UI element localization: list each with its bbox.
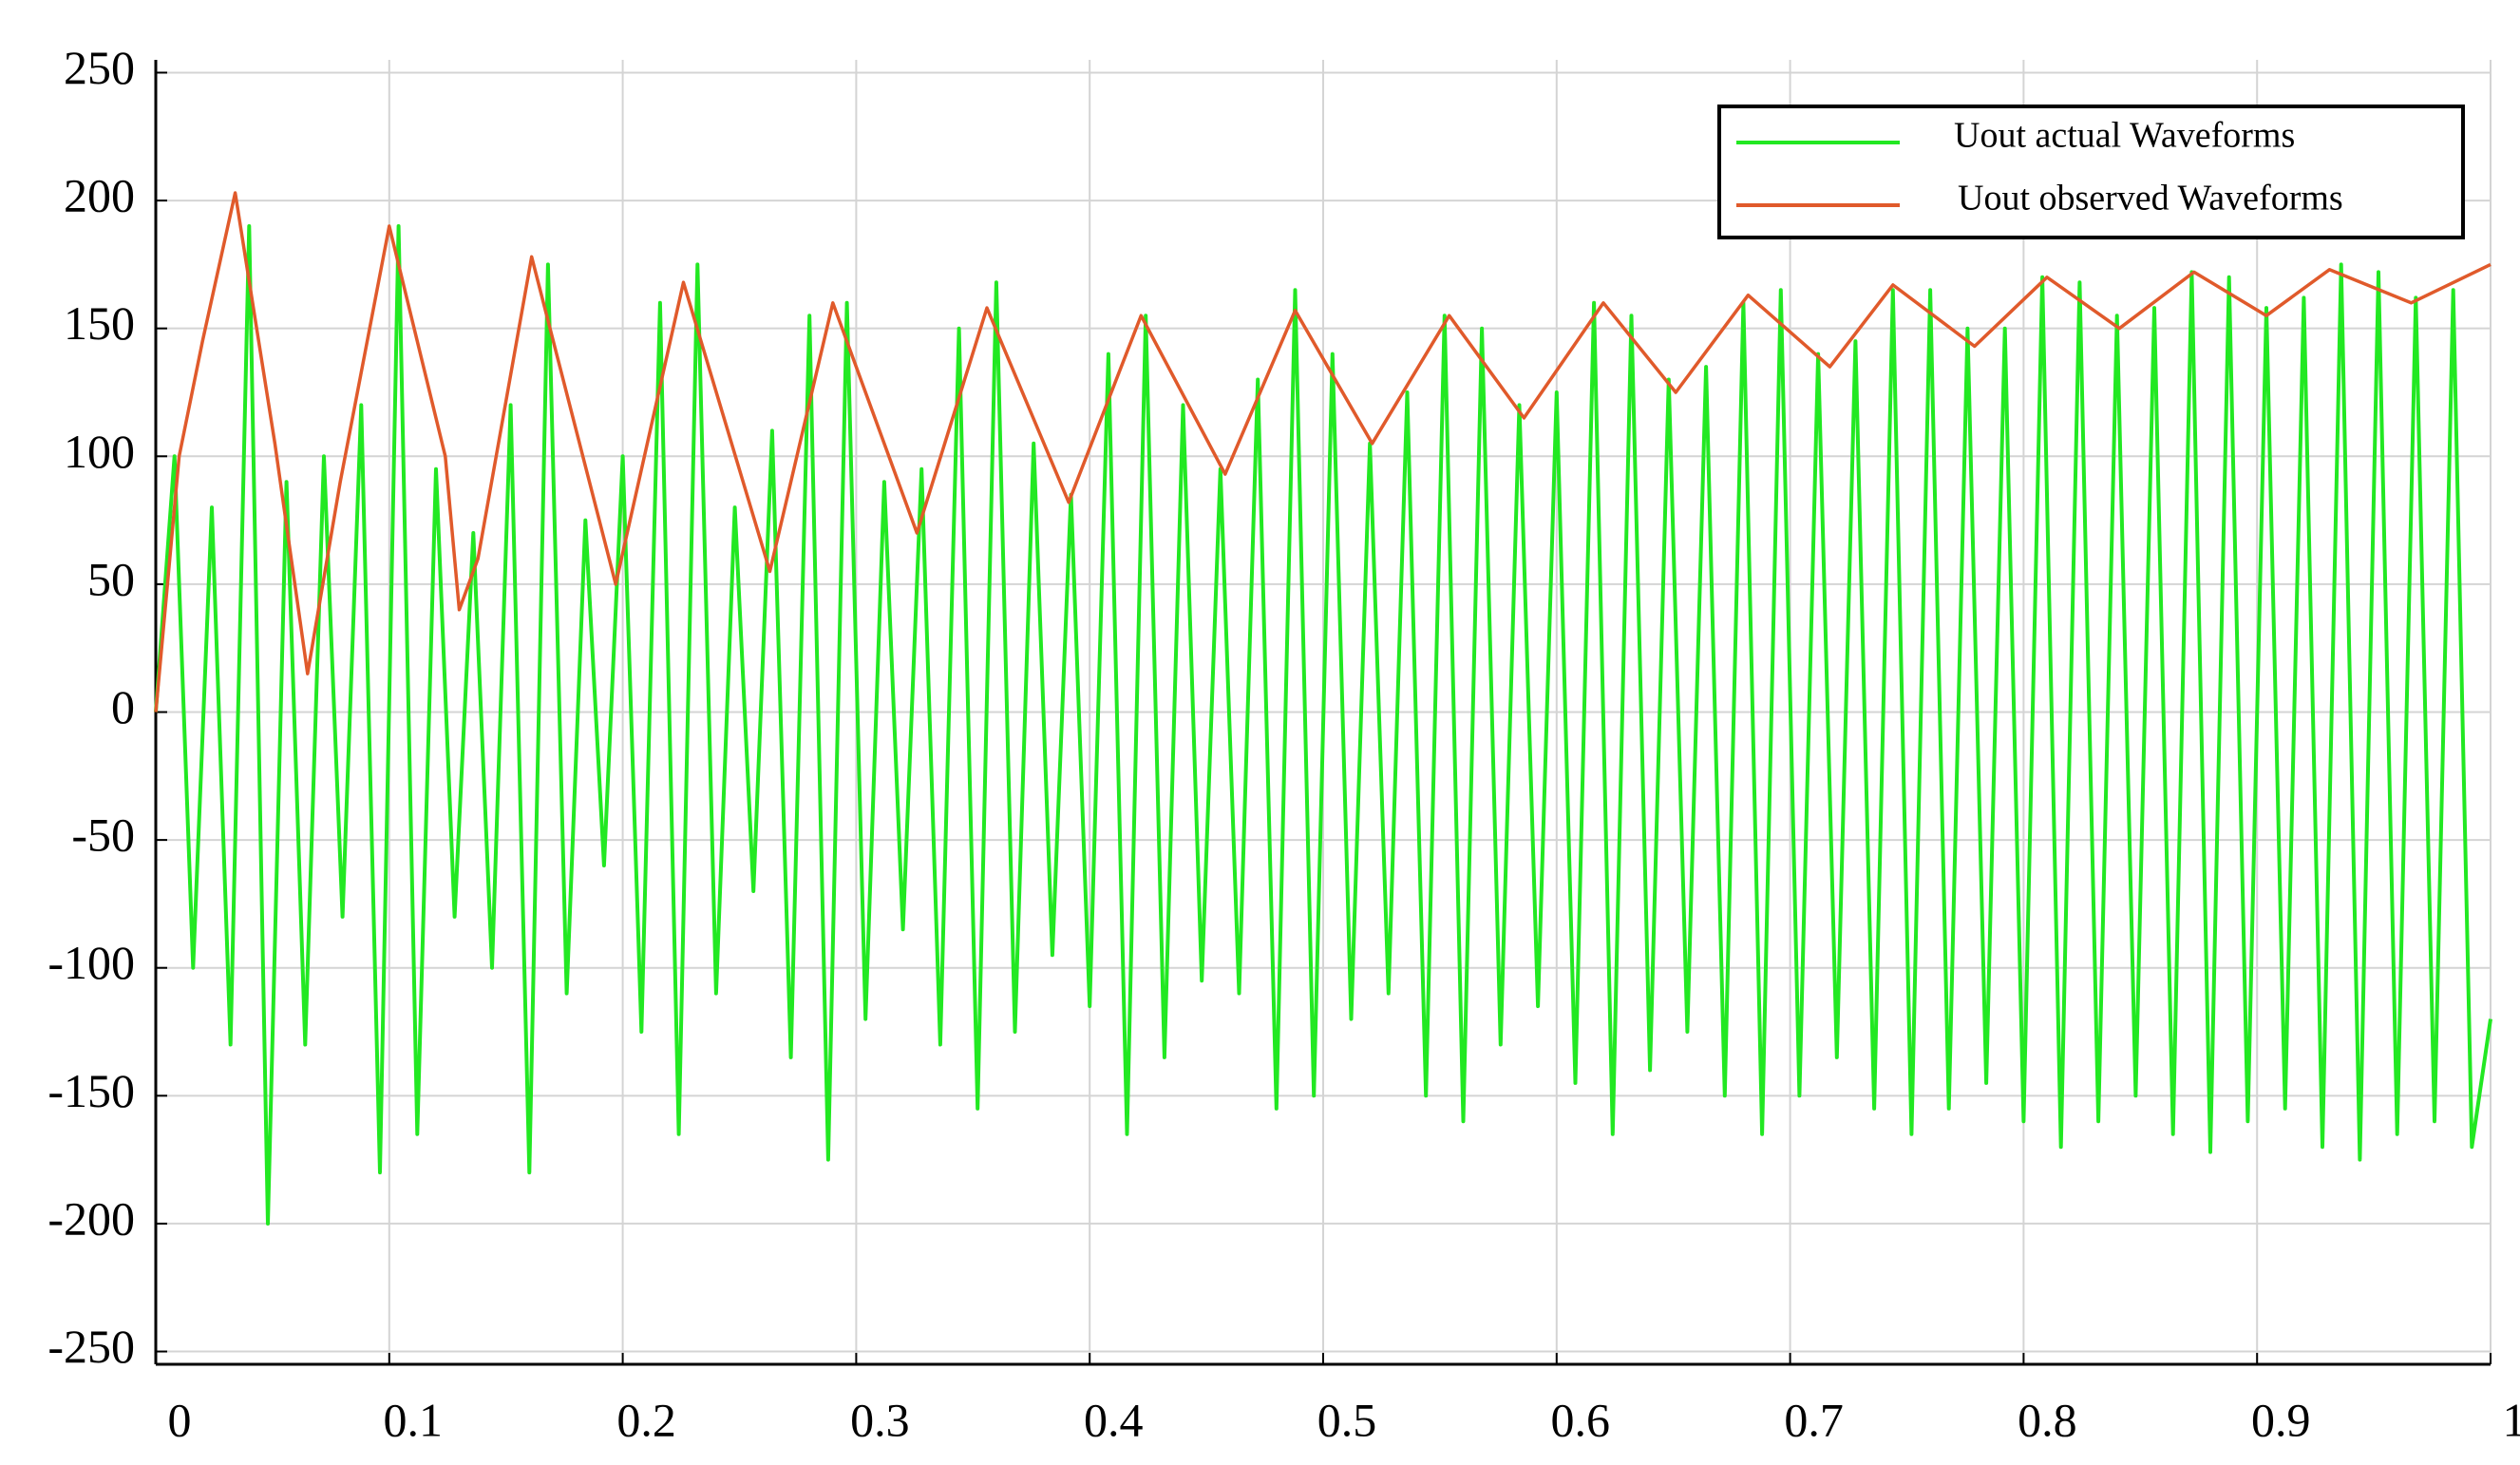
legend-box <box>1717 105 2465 239</box>
y-tick-label: 50 <box>87 552 135 605</box>
x-tick-label: 1 <box>2503 1393 2520 1446</box>
y-tick-label: -50 <box>71 809 135 862</box>
y-tick-label: 150 <box>64 296 135 350</box>
x-tick-label: 0 <box>168 1393 192 1446</box>
y-tick-label: -150 <box>47 1064 135 1117</box>
x-tick-label: 0.7 <box>1784 1393 1844 1446</box>
x-tick-label: 0.9 <box>2251 1393 2311 1446</box>
x-tick-label: 0.1 <box>384 1393 444 1446</box>
legend-label: Uout actual Waveforms <box>1954 116 2295 156</box>
y-tick-label: 100 <box>64 425 135 478</box>
y-tick-label: 250 <box>64 41 135 94</box>
y-tick-label: 200 <box>64 169 135 222</box>
x-tick-label: 0.8 <box>2018 1393 2077 1446</box>
x-tick-label: 0.3 <box>850 1393 910 1446</box>
x-tick-label: 0.6 <box>1551 1393 1611 1446</box>
x-tick-label: 0.2 <box>616 1393 676 1446</box>
x-tick-label: 0.5 <box>1317 1393 1377 1446</box>
y-tick-label: -100 <box>47 936 135 989</box>
legend-label: Uout observed Waveforms <box>1958 179 2343 219</box>
y-tick-label: -250 <box>47 1320 135 1373</box>
y-tick-label: 0 <box>111 680 135 733</box>
series-line <box>154 224 2492 1226</box>
x-tick-label: 0.4 <box>1084 1393 1144 1446</box>
y-tick-label: -200 <box>47 1191 135 1245</box>
series-line <box>154 191 2492 713</box>
